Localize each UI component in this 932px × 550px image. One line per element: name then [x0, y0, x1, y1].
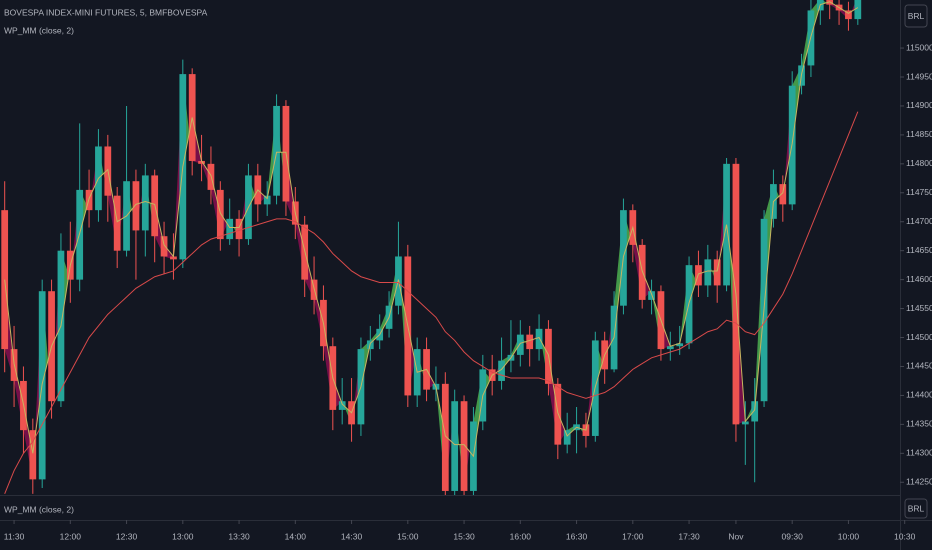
y-tick-label: 114950	[906, 71, 932, 81]
x-tick-label: 17:30	[678, 531, 700, 541]
candle-body	[113, 195, 121, 251]
x-tick-label: 09:30	[782, 531, 804, 541]
y-tick-label: 114400	[906, 390, 932, 400]
indicator-label: WP_MM (close, 2)	[4, 25, 74, 35]
candle-body	[498, 360, 505, 381]
candle-body	[676, 343, 684, 347]
x-tick-label: 16:00	[510, 531, 532, 541]
y-tick-label: 115000	[906, 42, 932, 52]
y-tick-label: 114450	[906, 361, 932, 371]
candle-body	[226, 218, 234, 240]
trend-fill	[98, 146, 108, 196]
x-tick-label: 10:30	[894, 531, 916, 541]
candle-body	[441, 383, 449, 491]
y-tick-label: 114550	[906, 303, 932, 313]
moving-average-line	[4, 1, 859, 458]
x-tick-label: 13:00	[172, 531, 194, 541]
candle-body	[338, 401, 346, 410]
trend-fill	[773, 184, 783, 205]
y-tick-label: 114250	[906, 477, 932, 487]
candle-body	[132, 181, 140, 231]
candle-body	[554, 383, 562, 445]
candle-body	[516, 334, 524, 355]
x-tick-label: 10:00	[838, 531, 860, 541]
x-tick-label: 16:30	[566, 531, 588, 541]
y-tick-label: 114500	[906, 332, 932, 342]
y-tick-label: 114300	[906, 448, 932, 458]
currency-button[interactable]	[904, 4, 928, 28]
symbol-title: BOVESPA INDEX-MINI FUTURES, 5, BMFBOVESP…	[4, 7, 208, 17]
candle-body	[741, 421, 749, 425]
candle-body	[638, 244, 646, 300]
x-tick-label: 14:00	[285, 531, 307, 541]
candle-body	[779, 184, 787, 205]
y-tick-label: 114700	[906, 216, 932, 226]
x-tick-label: 17:00	[622, 531, 644, 541]
pane-label: WP_MM (close, 2)	[4, 504, 74, 514]
trend-fill	[464, 421, 474, 491]
candle-body	[198, 160, 205, 164]
trend-fill	[651, 291, 661, 350]
candle-body	[845, 10, 852, 20]
candle-body	[713, 259, 721, 286]
currency-label[interactable]: BRL	[908, 11, 925, 21]
currency-label[interactable]: BRL	[908, 503, 925, 513]
candle-body	[216, 189, 224, 240]
candle-body	[704, 259, 712, 286]
trend-fill	[707, 259, 718, 286]
y-tick-label: 114800	[906, 158, 932, 168]
candle-body	[460, 401, 468, 491]
x-tick-label: 12:00	[60, 531, 82, 541]
x-tick-label: 12:30	[116, 531, 138, 541]
moving-average-line	[4, 111, 859, 495]
candle-body	[666, 346, 674, 350]
trend-fill	[89, 146, 99, 211]
y-tick-label: 114350	[906, 419, 932, 429]
x-tick-label: 13:30	[228, 531, 250, 541]
candle-body	[451, 401, 459, 491]
x-tick-label: Nov	[728, 531, 744, 541]
x-tick-label: 15:00	[397, 531, 419, 541]
y-tick-label: 114750	[906, 187, 932, 197]
trend-fill	[585, 340, 596, 436]
trend-fill	[126, 181, 136, 231]
candle-body	[235, 218, 243, 240]
y-tick-label: 114850	[906, 129, 932, 139]
y-tick-label: 114900	[906, 100, 932, 110]
trend-fill	[435, 383, 446, 491]
candle-body	[160, 236, 168, 257]
candle-body	[526, 334, 534, 350]
x-tick-label: 11:30	[4, 531, 25, 541]
x-tick-label: 14:30	[341, 531, 363, 541]
candle-body	[854, 0, 862, 20]
candle-body	[170, 256, 177, 260]
x-tick-label: 15:30	[453, 531, 475, 541]
plot-area	[1, 0, 862, 495]
candle-body	[263, 195, 271, 205]
candle-body	[751, 401, 759, 422]
currency-button[interactable]	[904, 498, 928, 519]
candle-body	[535, 328, 543, 350]
candle-body	[141, 175, 149, 231]
candle-body	[273, 105, 280, 196]
candle-body	[29, 430, 37, 480]
candle-body	[563, 430, 571, 445]
y-tick-label: 114650	[906, 245, 932, 255]
y-tick-label: 114600	[906, 274, 932, 284]
